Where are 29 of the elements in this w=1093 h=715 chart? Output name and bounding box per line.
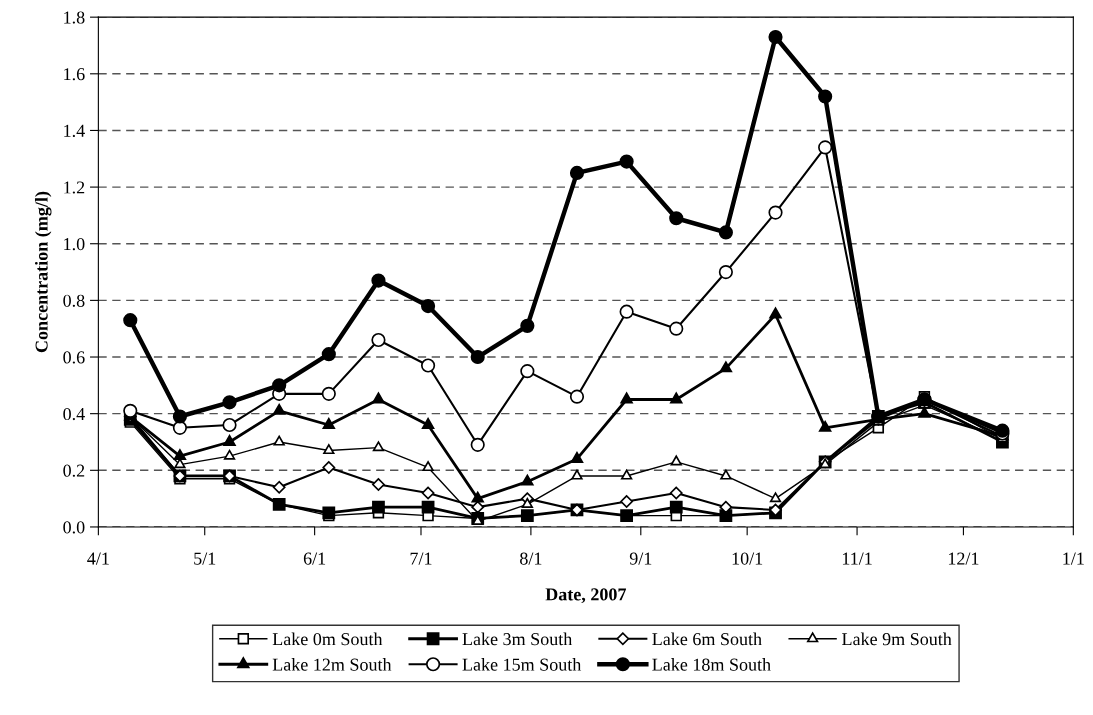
y-tick-label: 1.2	[64, 181, 85, 194]
x-tick-label: 12/1	[948, 552, 979, 565]
y-tick-label: 0.4	[63, 407, 85, 421]
x-tick-label: 6/1	[303, 552, 326, 565]
x-axis-title: Date, 2007	[545, 588, 627, 604]
legend-label: Lake 18m South	[652, 658, 771, 671]
y-tick-label: 1.4	[64, 124, 85, 137]
x-tick-label: 8/1	[520, 552, 542, 565]
x-tick-label: 4/1	[87, 552, 109, 565]
x-tick-label: 11/1	[842, 552, 872, 565]
y-tick-label: 1.6	[64, 68, 85, 81]
legend-label: Lake 9m South	[842, 632, 952, 646]
legend-label: Lake 12m South	[272, 658, 392, 671]
y-tick-label: 1.0	[64, 237, 85, 251]
x-tick-label: 7/1	[410, 552, 432, 565]
x-tick-label: 5/1	[194, 552, 216, 565]
y-tick-label: 0.8	[63, 294, 85, 307]
legend-label: Lake 0m South	[272, 632, 383, 646]
y-axis-title: Concentration (mg/l)	[34, 191, 52, 353]
legend-label: Lake 15m South	[462, 658, 582, 671]
y-tick-label: 0.6	[63, 351, 85, 364]
legend-label: Lake 6m South	[652, 632, 762, 646]
y-tick-label: 0.2	[63, 464, 85, 477]
x-tick-label: 10/1	[732, 552, 763, 565]
x-tick-label: 1/1	[1063, 552, 1084, 565]
y-tick-label: 0.0	[63, 521, 85, 534]
legend-label: Lake 3m South	[462, 632, 573, 646]
x-tick-label: 9/1	[629, 552, 652, 565]
y-tick-label: 1.8	[64, 11, 85, 24]
